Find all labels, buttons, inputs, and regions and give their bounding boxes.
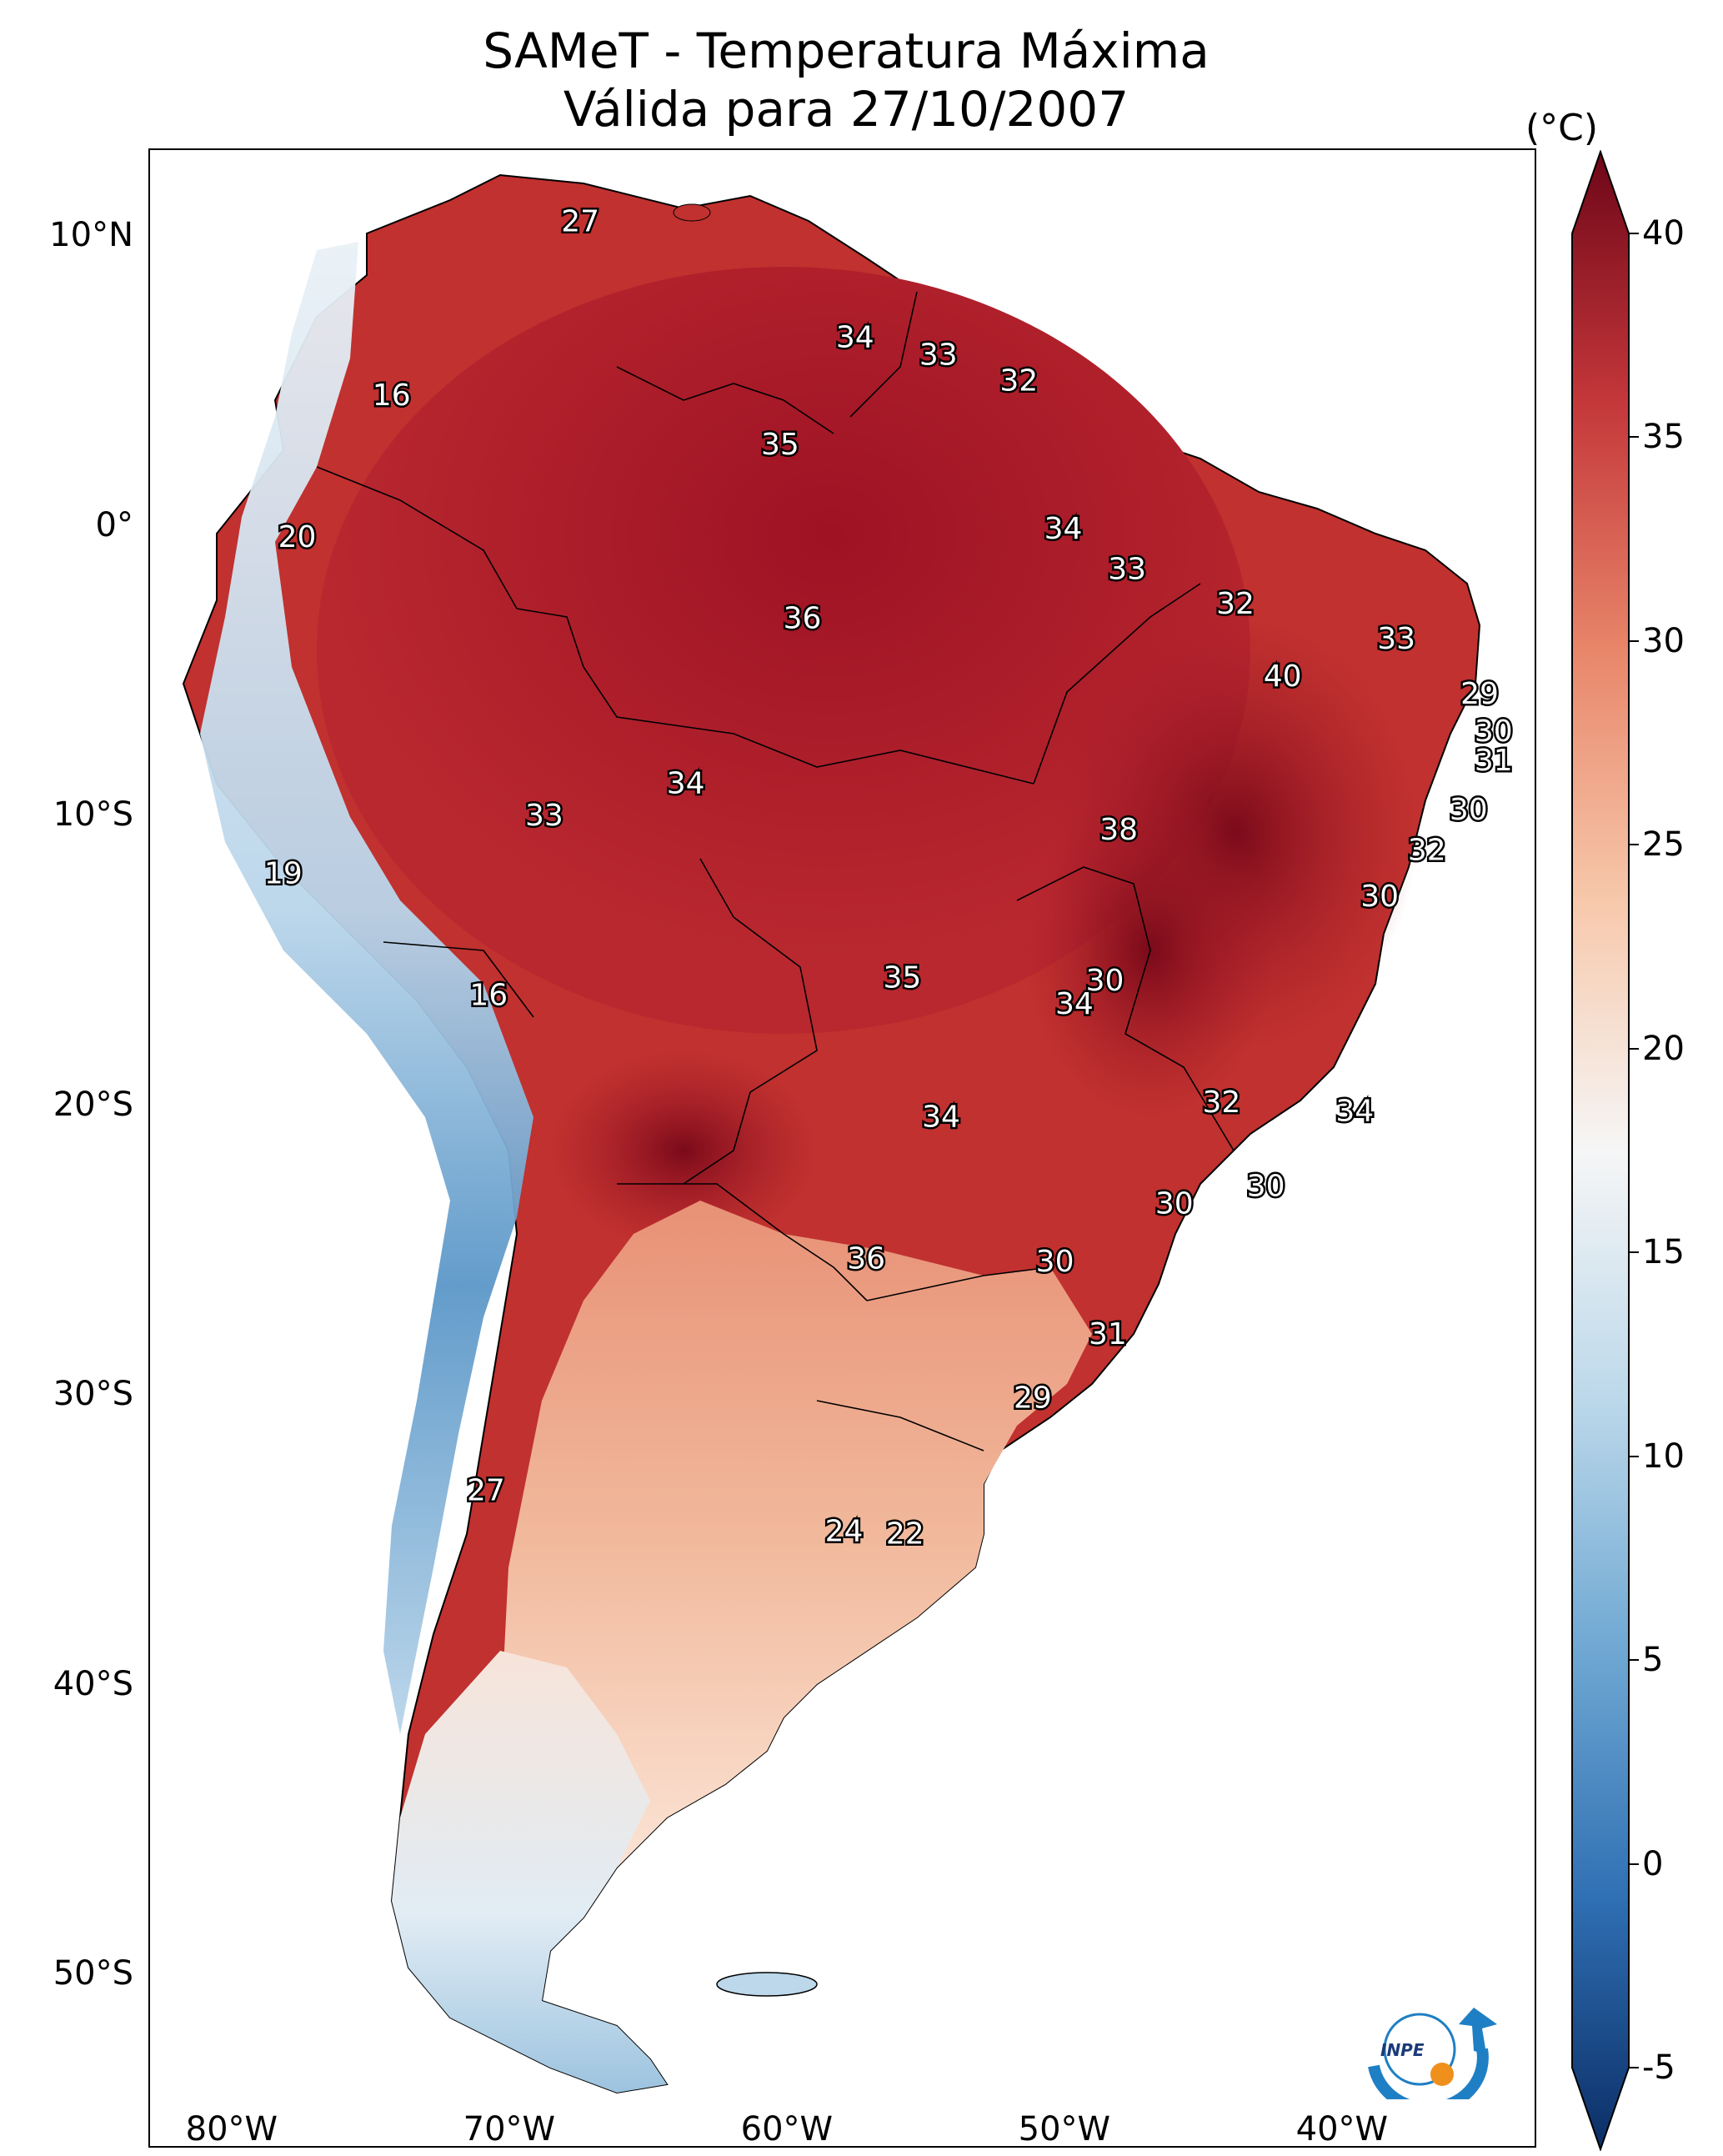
- contour-label: 36: [847, 1242, 885, 1276]
- contour-label: 34: [836, 320, 874, 354]
- colorbar-tick-mark: [1629, 1455, 1639, 1457]
- andes-cool-zone: [200, 242, 533, 1734]
- contour-label: 40: [1264, 659, 1302, 694]
- contour-label: 24: [825, 1514, 864, 1548]
- colorbar-tick-label: 5: [1642, 1641, 1664, 1680]
- map-title-line1: SAMeT - Temperatura Máxima: [483, 23, 1210, 79]
- contour-label: 30: [1475, 714, 1513, 749]
- contour-label: 34: [922, 1100, 960, 1134]
- chaco-hot-zone: [550, 1050, 817, 1251]
- colorbar-tick-label: 35: [1642, 418, 1685, 457]
- contour-label: 32: [1216, 587, 1255, 621]
- colorbar-tick-label: 25: [1642, 825, 1685, 865]
- contour-label: 34: [1044, 512, 1083, 546]
- colorbar-tick-label: 30: [1642, 621, 1685, 660]
- contour-label: 36: [784, 602, 822, 636]
- contour-label: 32: [999, 364, 1038, 399]
- lon-tick-label: 70°W: [463, 2110, 556, 2148]
- contour-label: 34: [667, 767, 705, 801]
- inpe-logo-text: INPE: [1380, 2040, 1425, 2060]
- contour-label: 33: [525, 799, 563, 833]
- contour-label: 20: [278, 520, 317, 554]
- contour-label: 29: [1460, 677, 1499, 711]
- southern-cone-zone: [500, 1201, 1092, 1868]
- map-title-line2: Válida para 27/10/2007: [563, 81, 1129, 138]
- contour-label: 34: [1335, 1094, 1374, 1128]
- caribbean-island: [673, 203, 711, 222]
- contour-label: 32: [1202, 1086, 1240, 1120]
- lon-tick-label: 60°W: [740, 2110, 834, 2148]
- map-panel: 27 34 33 32 16 35 34 33 20 32 36 33 40 29 30 31 34 33 30 38…: [148, 148, 1536, 2148]
- contour-label: 33: [1108, 552, 1146, 586]
- contour-label: 33: [919, 338, 958, 372]
- colorbar-tick-label: -5: [1642, 2048, 1675, 2087]
- lon-tick-label: 40°W: [1295, 2110, 1389, 2148]
- colorbar-tick-mark: [1629, 1047, 1639, 1050]
- contour-label: 30: [1036, 1245, 1074, 1279]
- lat-tick-label: 10°S: [53, 795, 133, 835]
- contour-label: 27: [561, 204, 599, 238]
- contour-label: 30: [1247, 1170, 1285, 1204]
- contour-label: 30: [1450, 793, 1488, 827]
- colorbar-unit-label: (°C): [1525, 107, 1599, 149]
- lat-tick-label: 0°: [95, 505, 133, 544]
- contour-label: 16: [373, 379, 411, 413]
- contour-label: 30: [1086, 964, 1124, 998]
- contour-label: 16: [469, 978, 508, 1012]
- contour-label: 31: [1475, 744, 1513, 778]
- contour-label: 35: [761, 428, 799, 462]
- colorbar-tick-mark: [1629, 1659, 1639, 1662]
- contour-label: 35: [884, 960, 922, 995]
- colorbar-tick-mark: [1629, 639, 1639, 642]
- contour-label: 32: [1408, 834, 1446, 868]
- lat-tick-label: 30°S: [53, 1375, 133, 1414]
- colorbar-tick-mark: [1629, 233, 1639, 234]
- lat-tick-label: 10°N: [49, 216, 133, 255]
- colorbar-tick-label: 40: [1642, 214, 1685, 253]
- amazon-warm-zone: [317, 267, 1250, 1034]
- colorbar-tick-mark: [1629, 436, 1639, 439]
- colorbar: [1571, 150, 1630, 2151]
- colorbar-tick-mark: [1629, 1863, 1639, 1865]
- contour-label: 38: [1099, 813, 1138, 847]
- contour-label: 30: [1155, 1187, 1194, 1221]
- contour-label: 34: [1055, 987, 1094, 1021]
- lat-tick-label: 40°S: [53, 1664, 133, 1703]
- contour-label: 31: [1089, 1317, 1127, 1351]
- falkland-islands: [716, 1972, 818, 1997]
- colorbar-tick-label: 0: [1642, 1844, 1664, 1883]
- contour-label: 27: [467, 1474, 505, 1508]
- colorbar-gradient: [1571, 150, 1630, 2151]
- contour-label: 19: [264, 856, 303, 890]
- contour-label: 30: [1360, 880, 1399, 914]
- lon-tick-label: 80°W: [185, 2110, 278, 2148]
- lon-tick-label: 50°W: [1018, 2110, 1111, 2148]
- colorbar-tick-label: 10: [1642, 1436, 1685, 1476]
- colorbar-tick-label: 15: [1642, 1233, 1685, 1272]
- lat-tick-label: 50°S: [53, 1954, 133, 1993]
- contour-label: 22: [886, 1517, 924, 1552]
- patagonia-zone: [392, 1651, 667, 2093]
- lat-tick-label: 20°S: [53, 1085, 133, 1124]
- contour-label: 29: [1014, 1381, 1052, 1415]
- colorbar-tick-label: 20: [1642, 1029, 1685, 1068]
- colorbar-tick-mark: [1629, 2067, 1639, 2068]
- colorbar-tick-mark: [1629, 1251, 1639, 1254]
- colorbar-tick-mark: [1629, 844, 1639, 846]
- country-borders: [316, 291, 1235, 1452]
- inpe-logo: INPE: [1368, 2008, 1497, 2099]
- contour-label: 33: [1377, 622, 1415, 656]
